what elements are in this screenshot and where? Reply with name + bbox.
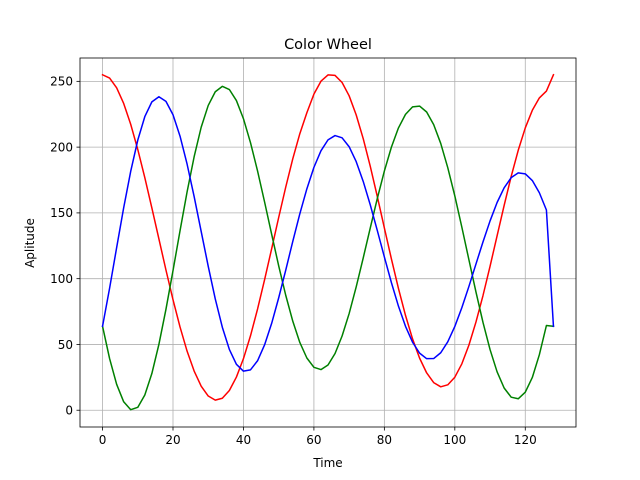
series-line-1	[101, 85, 555, 411]
y-tick-label: 150	[50, 206, 73, 220]
x-tick-label: 40	[236, 433, 251, 447]
y-tick-label: 0	[65, 404, 73, 418]
y-tick-label: 100	[50, 272, 73, 286]
series-lines	[101, 73, 555, 411]
x-tick-label: 100	[443, 433, 466, 447]
x-tick-label: 60	[306, 433, 321, 447]
series-line-0	[101, 73, 555, 401]
chart-title: Color Wheel	[284, 37, 372, 53]
y-tick-label: 250	[50, 75, 73, 89]
x-tick-label: 0	[99, 433, 107, 447]
x-tick-label: 80	[377, 433, 392, 447]
y-tick-label: 200	[50, 140, 73, 154]
plot-frame	[79, 57, 577, 428]
y-axis-label: Aplitude	[23, 218, 37, 268]
y-tick-label: 50	[58, 338, 73, 352]
x-tick-label: 20	[165, 433, 180, 447]
series-line-2	[101, 95, 555, 372]
x-axis-ticks: 0 20 40 60 80 100 120	[99, 427, 537, 447]
x-axis-label: Time	[312, 456, 342, 470]
y-axis-ticks: 0 50 100 150 200 250	[50, 75, 80, 418]
x-tick-label: 120	[514, 433, 537, 447]
